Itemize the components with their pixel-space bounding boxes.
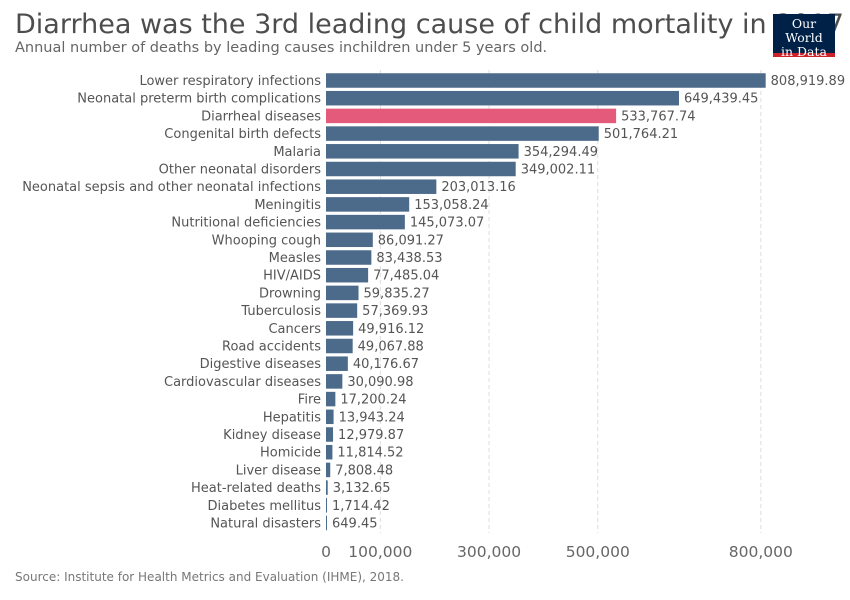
value-label: 501,764.21 [604,127,678,142]
category-label: Hepatitis [263,410,321,425]
category-label: Liver disease [236,463,321,478]
bar [326,267,369,283]
category-label: Cancers [268,322,321,337]
bar [326,321,354,336]
value-label: 12,979.87 [338,428,404,443]
x-tick-label: 300,000 [457,543,521,561]
category-label: Cardiovascular diseases [164,375,321,390]
bar [326,197,410,212]
category-label: Fire [298,393,321,408]
logo-line-2: in Data [781,44,827,59]
value-label: 13,943.24 [339,410,405,425]
value-label: 533,767.74 [621,109,695,124]
value-label: 86,091.27 [378,233,444,248]
category-label: Congenital birth defects [164,127,321,142]
value-label: 59,835.27 [364,286,430,301]
bar [326,444,333,460]
value-label: 49,916.12 [358,322,424,337]
category-label: Whooping cough [212,233,321,248]
value-label: 649,439.45 [684,92,758,107]
category-label: Diarrheal diseases [201,109,321,124]
value-label: 153,058.24 [414,198,488,213]
bar [326,427,334,442]
category-label: Meningitis [254,198,321,213]
value-label: 77,485.04 [373,269,439,284]
x-tick-label: 0 [321,543,331,561]
value-label: 11,814.52 [337,446,403,461]
value-label: 145,073.07 [410,216,484,231]
bar [326,338,353,354]
value-label: 30,090.98 [347,375,413,390]
category-label: Diabetes mellitus [208,499,322,514]
category-label: Heat-related deaths [191,481,321,496]
logo-line-1: Our World [785,16,823,45]
value-label: 649.45 [332,517,378,532]
bar [326,73,766,88]
category-label: HIV/AIDS [263,269,321,284]
value-label: 49,067.88 [358,340,424,355]
value-label: 203,013.16 [441,180,515,195]
bar [326,90,679,106]
bar [326,250,372,265]
value-label: 57,369.93 [362,304,428,319]
category-label: Digestive diseases [200,357,322,372]
value-label: 7,808.48 [335,463,393,478]
category-label: Measles [269,251,322,266]
x-tick-label: 500,000 [566,543,630,561]
category-label: Kidney disease [223,428,321,443]
bar [326,126,599,141]
category-label: Road accidents [222,340,321,355]
category-label: Other neonatal disorders [159,163,322,178]
value-label: 808,919.89 [771,74,845,89]
category-label: Homicide [260,446,321,461]
bar [326,409,334,425]
bar [326,515,327,531]
category-label: Neonatal preterm birth complications [77,92,321,107]
category-label: Drowning [259,286,321,301]
bar [326,498,327,513]
chart-title: Diarrhea was the 3rd leading cause of ch… [15,9,844,40]
category-label: Neonatal sepsis and other neonatal infec… [22,180,321,195]
bar [326,374,343,389]
bar [326,391,336,407]
source-note: Source: Institute for Health Metrics and… [15,570,404,584]
value-label: 1,714.42 [332,499,390,514]
category-label: Nutritional deficiencies [171,216,321,231]
value-label: 40,176.67 [353,357,419,372]
owid-logo[interactable]: Our World in Data [773,14,835,59]
bar [326,232,373,248]
value-label: 354,294.49 [524,145,598,160]
category-label: Tuberculosis [240,304,321,319]
value-label: 349,002.11 [521,163,595,178]
value-label: 83,438.53 [376,251,442,266]
bar [326,356,348,371]
x-tick-label: 100,000 [348,543,412,561]
bar [326,480,328,495]
value-label: 3,132.65 [333,481,391,496]
bar [326,285,359,301]
bar [326,161,516,177]
bar [326,144,519,159]
bar [326,179,437,194]
category-label: Malaria [273,145,321,160]
category-label: Natural disasters [210,517,321,532]
x-tick-label: 800,000 [729,543,793,561]
bar [326,462,331,478]
category-label: Lower respiratory infections [139,74,321,89]
bar [326,108,617,124]
value-label: 17,200.24 [340,393,406,408]
chart-subtitle: Annual number of deaths by leading cause… [15,40,548,56]
bar [326,303,358,318]
bar [326,214,405,230]
